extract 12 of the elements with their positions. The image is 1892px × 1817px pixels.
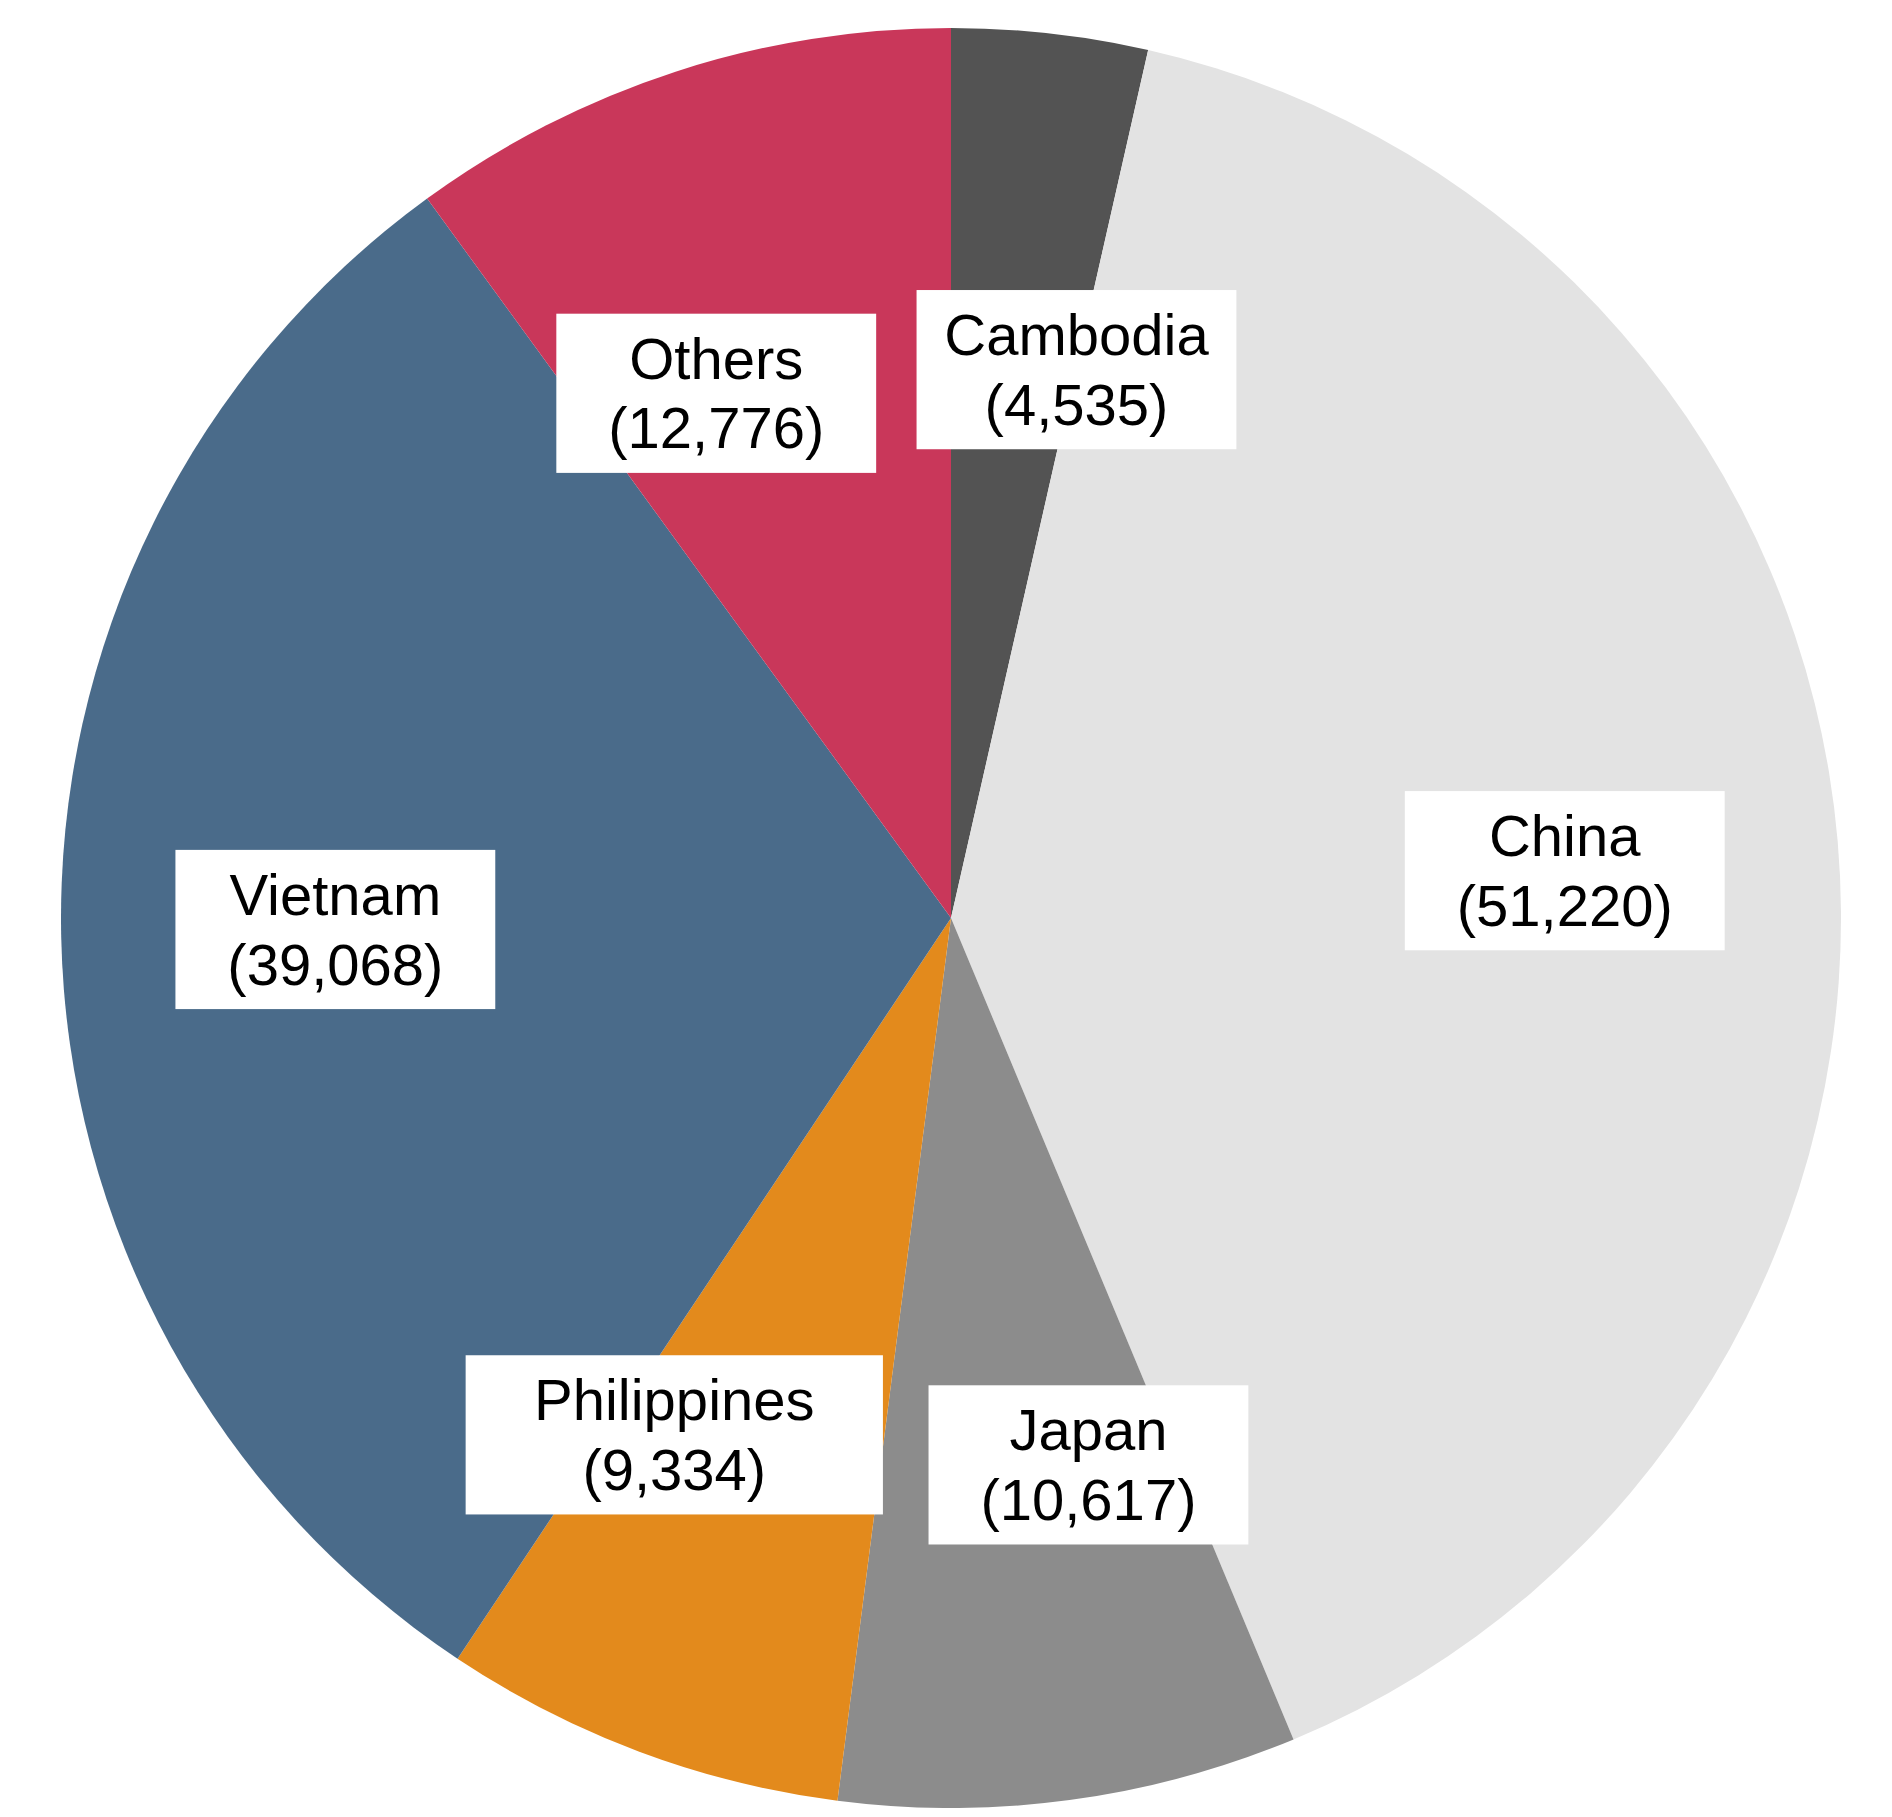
data-label: (9,334) [582,1436,767,1502]
data-label: (4,535) [984,371,1169,437]
data-label: (39,068) [227,931,444,997]
data-label: (10,617) [980,1466,1197,1532]
slice-label: Philippines [534,1367,815,1433]
slice-label: China [1488,803,1642,869]
slice-label: Others [629,325,804,391]
slice-label: Japan [1009,1397,1168,1463]
data-label: (12,776) [608,395,825,461]
slice-label: Vietnam [229,861,442,927]
slice-label: Cambodia [944,302,1210,368]
data-label: (51,220) [1456,872,1673,938]
